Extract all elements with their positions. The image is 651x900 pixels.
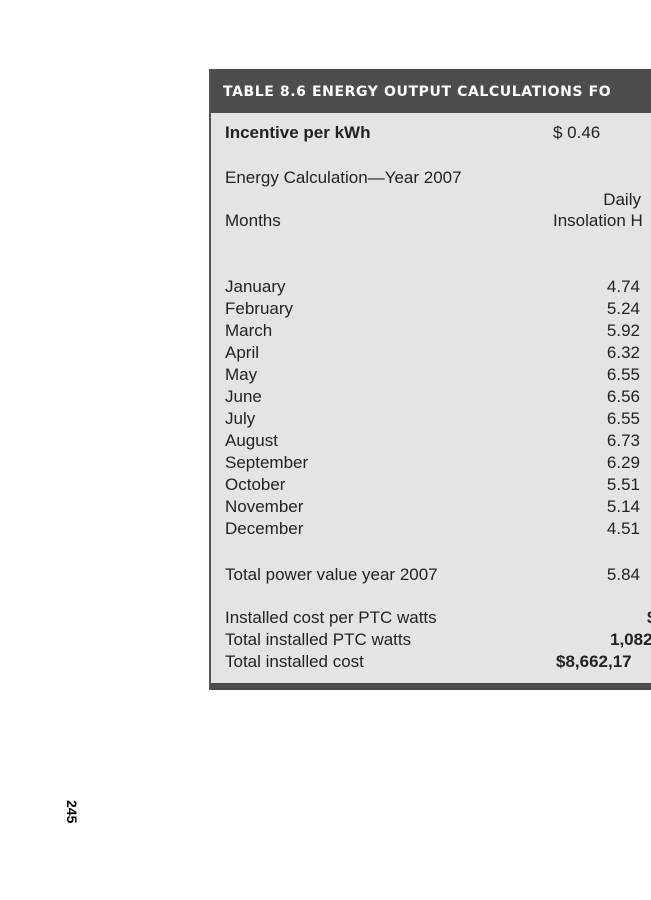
month-label: February bbox=[225, 299, 294, 318]
table-footer-bar bbox=[211, 683, 651, 690]
month-label: April bbox=[225, 343, 260, 362]
table-title: TABLE 8.6 ENERGY OUTPUT CALCULATIONS FO bbox=[223, 84, 612, 100]
insolation-value: 6.56 bbox=[606, 387, 640, 406]
month-label: December bbox=[225, 519, 304, 538]
insolation-value: 5.92 bbox=[606, 321, 640, 340]
total-watts-value: 1,082 bbox=[610, 630, 651, 649]
insolation-value: 4.51 bbox=[606, 519, 640, 538]
cost-per-watt-value: $ bbox=[647, 608, 651, 628]
section-title: Energy Calculation—Year 2007 bbox=[225, 168, 462, 187]
month-label: July bbox=[225, 409, 256, 428]
column-header-insolation: Insolation H bbox=[553, 211, 643, 230]
total-power-value: 5.84 bbox=[606, 565, 640, 584]
table-header: TABLE 8.6 ENERGY OUTPUT CALCULATIONS FO bbox=[211, 69, 651, 113]
energy-output-table: TABLE 8.6 ENERGY OUTPUT CALCULATIONS FO … bbox=[209, 69, 651, 690]
total-watts-label: Total installed PTC watts bbox=[225, 630, 412, 649]
total-cost-value: $8,662,17 bbox=[556, 652, 632, 671]
insolation-value: 6.29 bbox=[606, 453, 640, 472]
month-label: January bbox=[225, 277, 286, 296]
insolation-value: 5.14 bbox=[606, 497, 640, 516]
total-cost-label: Total installed cost bbox=[225, 652, 364, 671]
cost-per-watt-label: Installed cost per PTC watts bbox=[225, 608, 437, 627]
insolation-value: 6.55 bbox=[606, 365, 640, 384]
month-label: June bbox=[225, 387, 262, 406]
insolation-value: 4.74 bbox=[606, 277, 640, 296]
insolation-value: 6.73 bbox=[606, 431, 640, 450]
total-power-label: Total power value year 2007 bbox=[225, 565, 438, 584]
insolation-value: 6.32 bbox=[606, 343, 640, 362]
incentive-value: $ 0.46 bbox=[553, 123, 601, 142]
column-header-daily: Daily bbox=[603, 190, 641, 209]
month-label: September bbox=[225, 453, 309, 472]
insolation-value: 6.55 bbox=[606, 409, 640, 428]
insolation-value: 5.24 bbox=[606, 299, 640, 318]
month-label: November bbox=[225, 497, 304, 516]
month-label: August bbox=[225, 431, 278, 450]
page-number: 245 bbox=[64, 800, 80, 824]
month-label: May bbox=[225, 365, 258, 384]
month-label: October bbox=[225, 475, 286, 494]
column-header-months: Months bbox=[225, 211, 281, 230]
insolation-value: 5.51 bbox=[606, 475, 640, 494]
incentive-label: Incentive per kWh bbox=[225, 123, 371, 142]
month-label: March bbox=[225, 321, 273, 340]
